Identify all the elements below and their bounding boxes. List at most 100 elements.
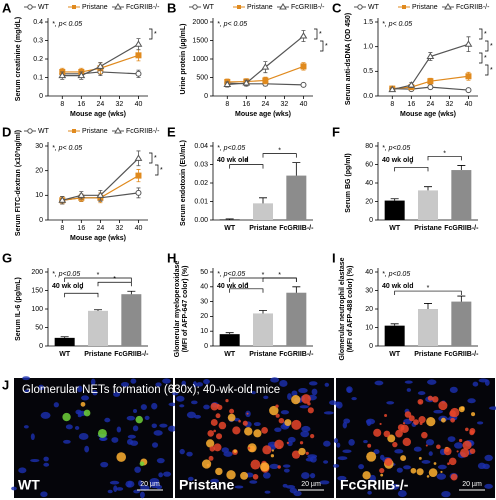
sig-star: *: [80, 287, 83, 294]
x-tick-label: 16: [407, 101, 415, 108]
y-tick-label: 0.4: [33, 19, 43, 26]
y-tick-label: 40: [200, 284, 208, 291]
nucleus: [155, 382, 162, 387]
stain: [97, 428, 107, 438]
stain: [270, 454, 275, 458]
age-note: 40 wk old: [217, 283, 249, 290]
sig-bracket: [64, 292, 99, 298]
nucleus: [223, 451, 233, 457]
sig-bracket: [64, 277, 132, 282]
nucleus: [301, 472, 310, 480]
nucleus: [263, 395, 269, 400]
stain: [438, 400, 448, 411]
nucleus: [113, 391, 121, 397]
x-tick-label: 24: [261, 101, 269, 108]
nucleus: [433, 409, 444, 414]
x-tick-label: Pristane: [249, 351, 277, 358]
x-tick-label: 24: [96, 101, 104, 108]
stain: [298, 447, 306, 456]
stain: [244, 427, 253, 436]
x-tick-label: 40: [135, 101, 143, 108]
nucleus: [406, 388, 411, 392]
error-bar: [225, 218, 234, 220]
nucleus: [323, 460, 329, 464]
nucleus: [437, 464, 447, 470]
nucleus: [299, 405, 309, 409]
stain: [286, 441, 289, 444]
stain: [62, 412, 71, 422]
marker: [58, 71, 67, 79]
marker: [96, 62, 105, 69]
x-tick-label: 16: [77, 101, 85, 108]
nucleus: [477, 462, 486, 470]
nucleus: [172, 392, 179, 396]
error-bar: [259, 310, 267, 314]
nucleus: [186, 451, 193, 457]
marker: [96, 191, 105, 198]
y-tick-label: 0.0: [363, 93, 373, 100]
nucleus: [30, 458, 40, 463]
y-tick-label: 0: [204, 93, 208, 100]
legend-marker: [237, 5, 241, 9]
nucleus: [484, 483, 493, 489]
x-axis-label: Mouse age (wks): [70, 111, 126, 118]
y-tick-label: 10: [365, 324, 373, 331]
stain: [459, 438, 463, 443]
legend-label: FcGRIIB-/-: [456, 4, 490, 11]
y-tick-label: 0: [204, 343, 208, 350]
nucleus: [348, 439, 355, 446]
y-tick-label: 10: [35, 192, 43, 199]
nucleus: [319, 480, 330, 485]
nucleus: [369, 474, 376, 482]
stain: [275, 413, 280, 418]
y-tick-label: 0.04: [194, 143, 208, 150]
bar: [451, 301, 472, 346]
legend-label: Pristane: [82, 4, 108, 11]
legend-label: Pristane: [82, 128, 108, 135]
stain: [274, 439, 284, 450]
x-tick-label: 40: [465, 101, 473, 108]
nucleus: [484, 379, 490, 386]
sig-star: *: [154, 31, 157, 38]
nucleus: [65, 424, 73, 430]
nucleus: [253, 422, 261, 427]
series-line: [227, 65, 304, 83]
x-tick-label: WT: [224, 351, 236, 358]
nucleus: [298, 388, 308, 394]
nucleus: [181, 380, 187, 387]
x-tick-label: 24: [96, 225, 104, 232]
nucleus: [210, 478, 220, 484]
marker: [427, 78, 434, 85]
marker: [465, 73, 472, 80]
nucleus: [40, 491, 48, 498]
stain: [440, 470, 443, 474]
nucleus: [179, 448, 185, 455]
nucleus: [289, 487, 298, 494]
nucleus: [270, 377, 280, 383]
stain: [209, 446, 216, 452]
nucleus: [162, 378, 171, 384]
stain: [310, 434, 315, 439]
bar: [384, 325, 405, 346]
nucleus: [139, 491, 145, 499]
marker: [135, 52, 142, 59]
p-note: *, p<0.05: [52, 271, 80, 278]
series-line: [62, 71, 139, 75]
nucleus: [81, 395, 90, 401]
nucleus: [125, 480, 135, 488]
panel-letter: H: [167, 250, 176, 265]
legend-marker: [279, 3, 287, 10]
nucleus: [311, 388, 318, 396]
nucleus: [365, 418, 376, 425]
nucleus: [78, 432, 89, 440]
stain: [262, 445, 272, 455]
nucleus: [234, 485, 244, 489]
nucleus: [249, 480, 258, 484]
sig-star: *: [490, 43, 493, 50]
x-tick-label: 32: [446, 101, 454, 108]
panel-letter: J: [2, 377, 9, 392]
y-tick-label: 20: [365, 306, 373, 313]
panel-letter: G: [2, 250, 12, 265]
bar: [253, 313, 273, 346]
nucleus: [404, 380, 413, 384]
